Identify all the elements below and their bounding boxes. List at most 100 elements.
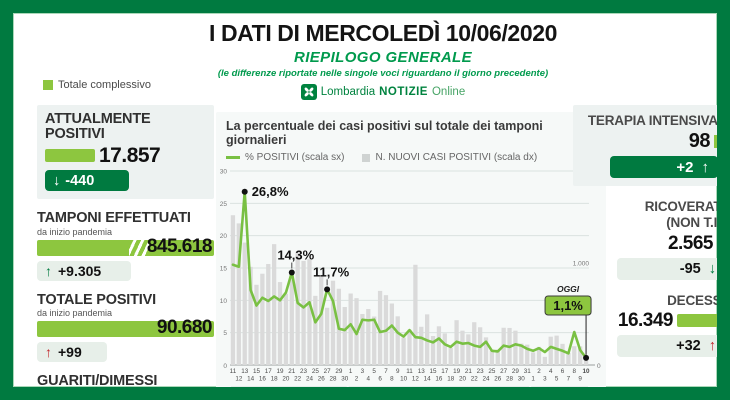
totals-legend: Totale complessivo: [43, 79, 151, 91]
svg-text:1,1%: 1,1%: [553, 298, 583, 313]
stat-title: TOTALE POSITIVI: [37, 291, 156, 308]
logo-suffix: Online: [431, 86, 466, 98]
svg-text:10: 10: [583, 368, 591, 375]
page-subtitle: RIEPILOGO GENERALE: [293, 49, 473, 66]
delta-badge: -95 ↓: [617, 257, 717, 280]
svg-text:6: 6: [561, 368, 565, 375]
legend-label: % POSITIVI (scala sx): [245, 152, 345, 163]
delta-badge: ↑ +99: [37, 341, 107, 362]
svg-text:8: 8: [390, 376, 394, 383]
delta-value: -440: [65, 172, 95, 189]
value-bar: [717, 237, 725, 250]
stat-title: ATTUALMENTE POSITIVI: [45, 111, 151, 143]
svg-text:4: 4: [367, 376, 371, 383]
svg-text:27: 27: [500, 368, 508, 375]
svg-text:29: 29: [512, 368, 520, 375]
totals-legend-label: Totale complessivo: [58, 79, 151, 91]
delta-value: -95: [679, 260, 701, 277]
delta-badge: +32 ↑: [617, 334, 717, 357]
svg-text:14: 14: [247, 376, 255, 383]
stat-subtitle: da inizio pandemia: [37, 307, 113, 318]
delta-badge: ↑ +9.305: [37, 260, 131, 281]
stat-terapia-intensiva: TERAPIA INTENSIVA 98 +2 ↑: [573, 105, 717, 187]
svg-text:9: 9: [578, 376, 582, 383]
svg-text:21: 21: [465, 368, 473, 375]
logo-brand: NOTIZIE: [379, 86, 428, 98]
svg-text:2: 2: [537, 368, 541, 375]
svg-text:26,8%: 26,8%: [252, 184, 289, 199]
stat-value-row: 16.349: [573, 309, 717, 331]
value-bar: 845.618: [37, 236, 214, 257]
svg-text:OGGI: OGGI: [557, 284, 580, 294]
svg-text:14,3%: 14,3%: [277, 248, 314, 263]
svg-text:0: 0: [597, 363, 601, 370]
stat-title: TAMPONI EFFETTUATI: [37, 210, 191, 227]
svg-text:1: 1: [349, 368, 353, 375]
stat-value: 98: [688, 130, 711, 153]
stat-value: 17.857: [99, 144, 161, 168]
delta-value: +9.305: [58, 262, 102, 279]
svg-text:17: 17: [441, 368, 449, 375]
svg-text:30: 30: [341, 376, 349, 383]
svg-text:7: 7: [384, 368, 388, 375]
svg-text:16: 16: [435, 376, 443, 383]
svg-text:12: 12: [412, 376, 420, 383]
svg-text:13: 13: [241, 368, 249, 375]
chart-card: La percentuale dei casi positivi sul tot…: [216, 112, 606, 399]
value-bar: [45, 149, 95, 163]
svg-text:29: 29: [335, 368, 343, 375]
svg-text:23: 23: [477, 368, 485, 375]
svg-text:24: 24: [306, 376, 314, 383]
svg-text:20: 20: [459, 376, 467, 383]
stat-value: 90.680: [156, 316, 213, 338]
svg-text:28: 28: [329, 376, 337, 383]
svg-text:2: 2: [355, 376, 359, 383]
svg-text:25: 25: [220, 201, 228, 208]
up-arrow-icon: ↑: [45, 262, 52, 279]
svg-text:MAGGIO: MAGGIO: [415, 389, 462, 399]
svg-text:15: 15: [253, 368, 261, 375]
bar-break-stripes: [129, 239, 149, 256]
down-arrow-icon: ↓: [53, 172, 61, 189]
svg-text:11,7%: 11,7%: [313, 264, 350, 279]
svg-text:1: 1: [531, 376, 535, 383]
chart-title: La percentuale dei casi positivi sul tot…: [226, 119, 543, 147]
svg-text:15: 15: [220, 266, 228, 273]
svg-text:15: 15: [430, 368, 438, 375]
stat-title-2: (NON T.I.): [666, 215, 725, 231]
delta-value: +32: [676, 337, 701, 354]
svg-text:5: 5: [372, 368, 376, 375]
header-note: (le differenze riportate nelle singole v…: [217, 68, 549, 79]
svg-text:31: 31: [524, 368, 532, 375]
svg-text:4: 4: [549, 368, 553, 375]
stat-value-row: 2.565: [573, 232, 725, 254]
stat-value-row: 56.474: [37, 392, 214, 400]
svg-text:0: 0: [223, 363, 227, 370]
stat-guariti-dimessi: GUARITI/DIMESSI 56.474 ↑ +507: [37, 373, 214, 400]
svg-text:26: 26: [494, 376, 502, 383]
svg-text:27: 27: [324, 368, 332, 375]
stat-value: 2.565: [667, 232, 714, 254]
stat-value: 16.349: [617, 309, 674, 331]
svg-text:30: 30: [518, 376, 526, 383]
svg-text:6: 6: [378, 376, 382, 383]
header: I DATI DI MERCOLEDÌ 10/06/2020 RIEPILOGO…: [148, 20, 618, 100]
stat-value: 845.618: [146, 235, 213, 257]
svg-text:13: 13: [418, 368, 426, 375]
combo-chart: 51015202530001.0002.00011121314151617181…: [220, 165, 601, 399]
logo-region: Lombardia: [320, 86, 376, 98]
svg-text:9: 9: [396, 368, 400, 375]
svg-text:26: 26: [318, 376, 326, 383]
svg-text:16: 16: [259, 376, 267, 383]
delta-value: +2: [676, 158, 694, 176]
svg-text:30: 30: [220, 169, 228, 176]
svg-text:22: 22: [471, 376, 479, 383]
delta-badge: ↓ -440: [45, 170, 129, 192]
svg-text:1.000: 1.000: [573, 261, 590, 268]
legend-item-nuovi-casi: N. NUOVI CASI POSITIVI (scala dx): [362, 152, 537, 163]
stat-value-row: 17.857: [45, 145, 206, 166]
svg-text:25: 25: [488, 368, 496, 375]
line-swatch-icon: [226, 156, 240, 159]
svg-text:22: 22: [294, 376, 302, 383]
